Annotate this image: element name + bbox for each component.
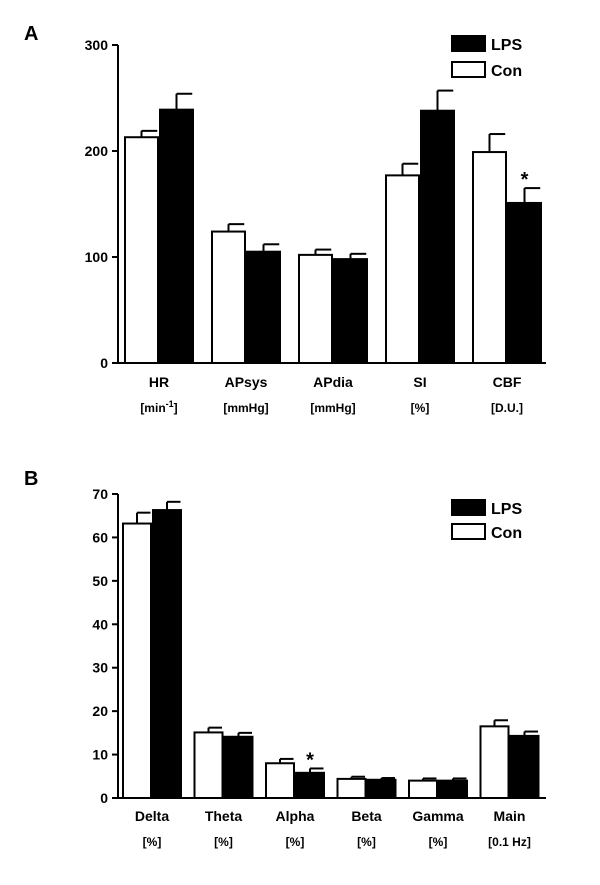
x-unit-label: [min-1] <box>140 399 177 415</box>
x-category-label: Main <box>494 808 526 824</box>
y-tick-label: 70 <box>92 486 108 502</box>
bar-lps-beta <box>366 778 397 800</box>
y-tick-label: 30 <box>92 660 108 676</box>
x-unit-label: [0.1 Hz] <box>488 835 531 849</box>
y-tick-label: 0 <box>100 355 108 371</box>
bar-con-delta <box>122 522 152 799</box>
bar-lps-alpha <box>295 771 325 799</box>
bar-con-cbf <box>472 151 507 364</box>
significance-asterisk: * <box>521 169 529 191</box>
bar-lps-si <box>420 109 455 364</box>
bar-lps-theta <box>223 735 254 799</box>
legend-label-con: Con <box>491 525 522 542</box>
x-category-label: HR <box>149 374 169 390</box>
panel-letter-b: B <box>24 468 38 490</box>
x-category-label: Alpha <box>276 808 315 824</box>
panel-letter-a: A <box>24 23 38 45</box>
x-category-label: APsys <box>225 374 268 390</box>
bar-con-beta <box>336 777 367 799</box>
bar-lps-cbf <box>507 201 542 364</box>
legend-swatch-con <box>451 523 486 540</box>
legend-label-lps: LPS <box>491 501 522 518</box>
x-unit-label: [mmHg] <box>310 401 355 415</box>
x-category-label: APdia <box>313 374 353 390</box>
y-tick-label: 40 <box>92 616 108 632</box>
y-tick-label: 10 <box>92 747 108 763</box>
chart-panel-b: 0 10 20 30 40 50 60 70 Delta [%] Theta [%] Alpha [%] B… <box>92 486 546 849</box>
chart-panel-a: 0 100 200 300 HR [min-1] APsys [mmHg] APdia [mmHg… <box>85 35 546 415</box>
x-category-label: Theta <box>205 808 243 824</box>
bar-lps-apsys <box>246 250 281 364</box>
y-tick-label: 50 <box>92 573 108 589</box>
bar-con-gamma <box>408 779 438 800</box>
x-unit-label: [mmHg] <box>223 401 268 415</box>
x-category-label: Gamma <box>412 808 464 824</box>
y-tick-label: 0 <box>100 790 108 806</box>
legend-swatch-con <box>451 61 486 78</box>
bar-con-alpha <box>265 762 295 799</box>
y-tick-label: 200 <box>85 143 109 159</box>
bar-con-hr <box>124 136 159 364</box>
bar-lps-apdia <box>333 258 368 364</box>
x-unit-label: [%] <box>357 835 376 849</box>
x-category-label: SI <box>413 374 426 390</box>
bar-lps-main <box>509 734 540 800</box>
bar-con-main <box>479 725 510 799</box>
significance-asterisk: * <box>306 749 314 771</box>
x-category-label: Beta <box>351 808 382 824</box>
legend-swatch-lps <box>451 499 486 516</box>
legend-label-con: Con <box>491 63 522 80</box>
bar-con-si <box>385 174 420 364</box>
x-unit-label: [%] <box>429 835 448 849</box>
bar-con-apdia <box>298 253 333 365</box>
bar-con-theta <box>193 731 224 799</box>
x-unit-label: [%] <box>286 835 305 849</box>
bar-lps-delta <box>152 509 182 799</box>
x-unit-label: [%] <box>143 835 162 849</box>
bar-lps-gamma <box>438 779 468 800</box>
legend-label-lps: LPS <box>491 37 522 54</box>
y-tick-label: 60 <box>92 529 108 545</box>
bar-con-apsys <box>211 230 246 364</box>
y-tick-label: 20 <box>92 703 108 719</box>
x-category-label: Delta <box>135 808 169 824</box>
x-unit-label: [%] <box>411 401 430 415</box>
x-unit-label: [%] <box>214 835 233 849</box>
y-tick-label: 300 <box>85 37 109 53</box>
x-category-label: CBF <box>493 374 522 390</box>
bar-lps-hr <box>159 108 194 364</box>
legend-swatch-lps <box>451 35 486 52</box>
y-tick-label: 100 <box>85 249 109 265</box>
x-unit-label: [D.U.] <box>491 401 523 415</box>
